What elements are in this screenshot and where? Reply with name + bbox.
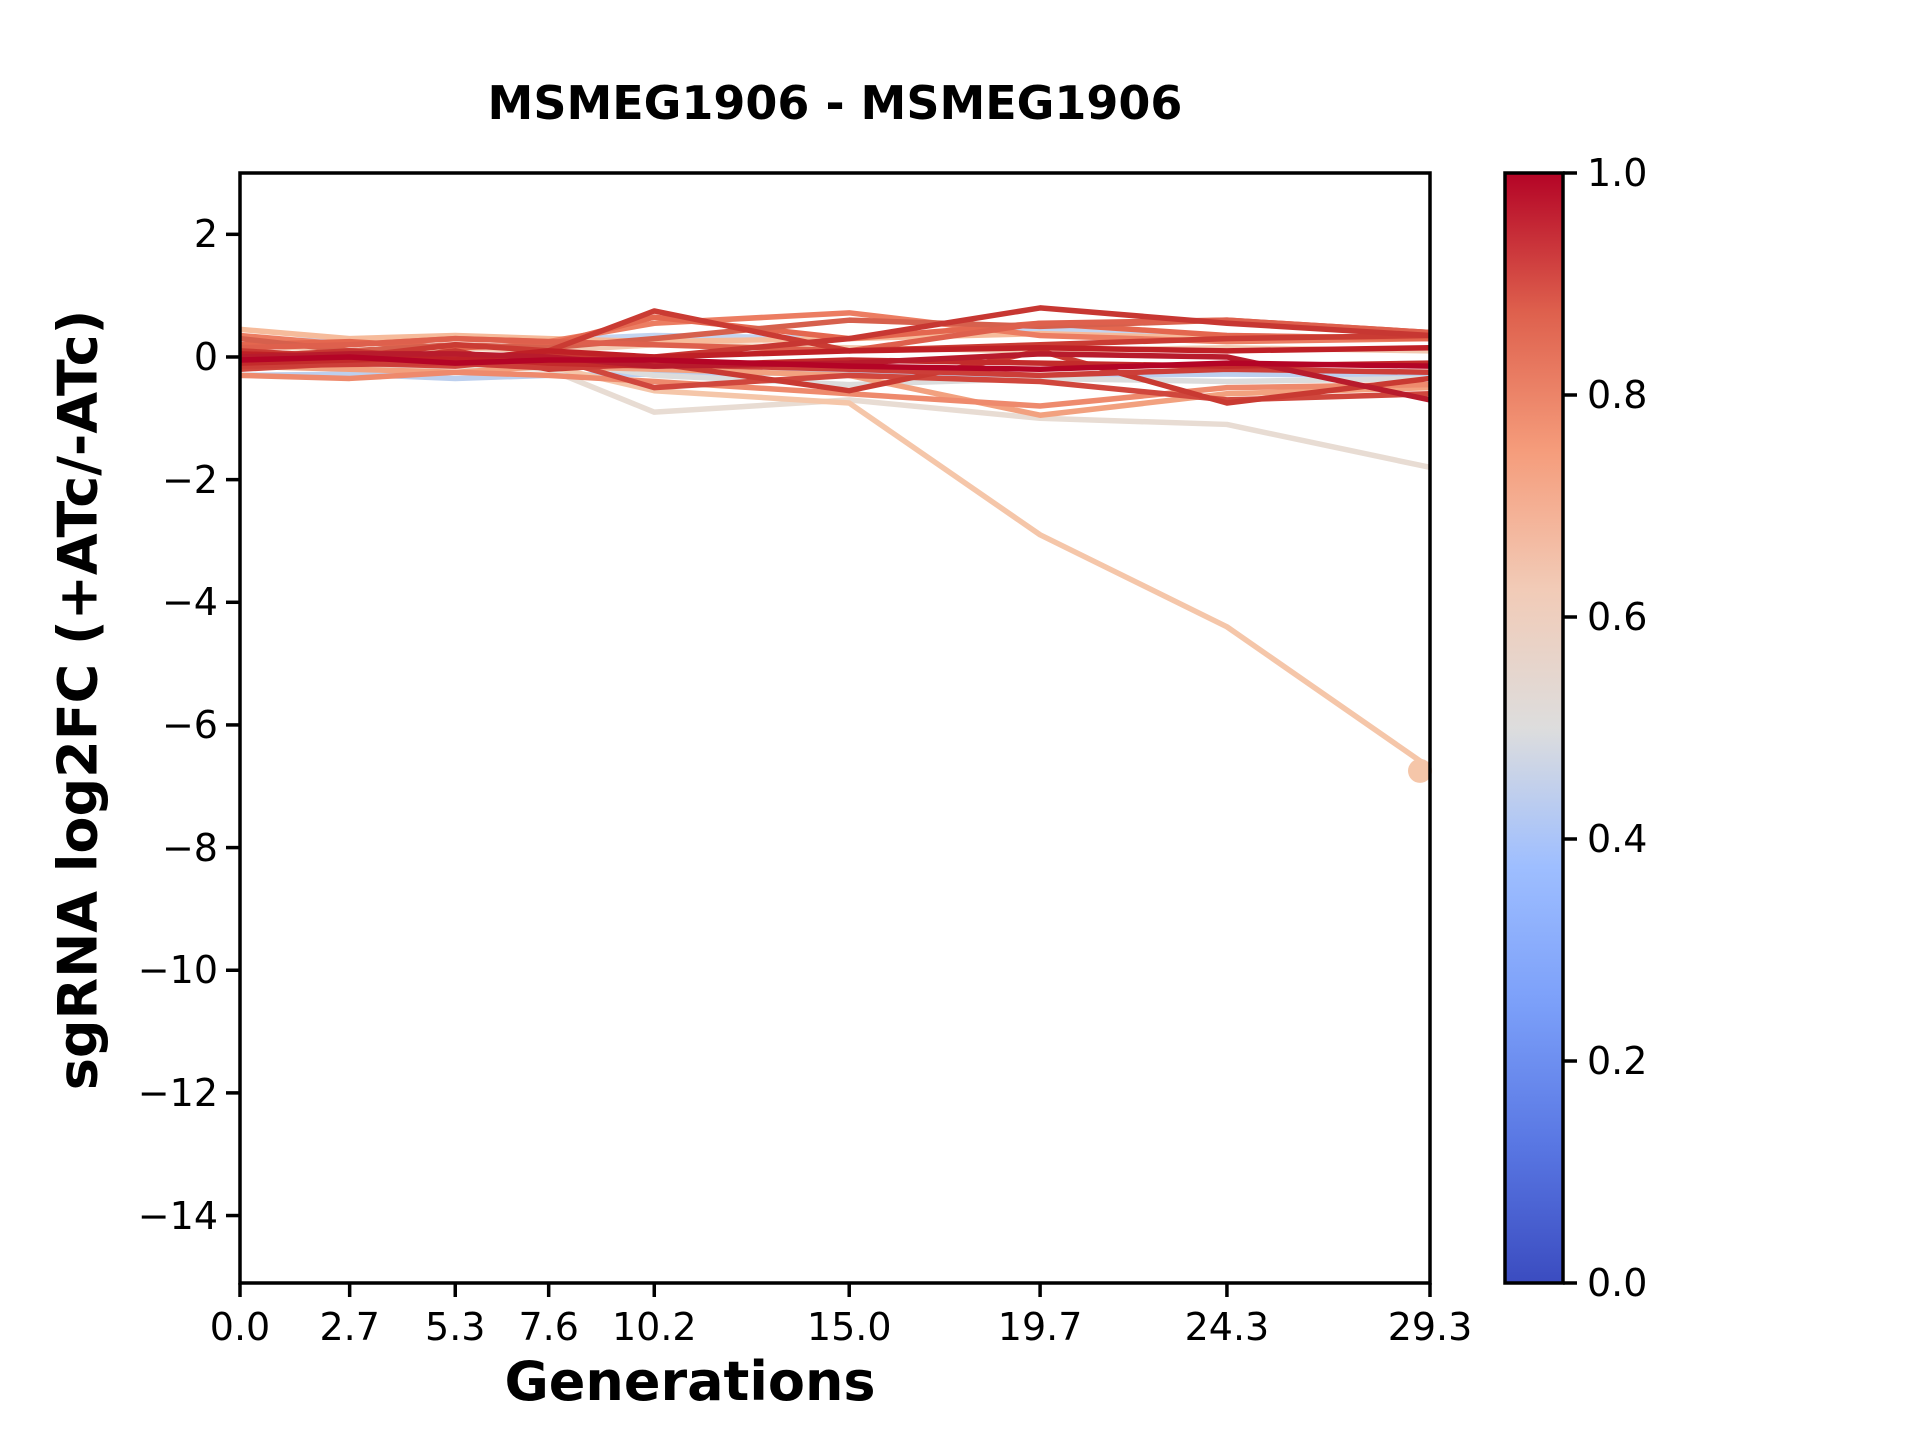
colorbar-outline: [1503, 171, 1565, 1285]
y-tick-label: −8: [161, 825, 218, 870]
colorbar-tick-label: 0.6: [1587, 595, 1648, 639]
y-tick-label: −14: [137, 1193, 218, 1238]
y-tick-label: −12: [137, 1070, 218, 1115]
series-line: [239, 351, 1431, 403]
x-tick-label: 7.6: [518, 1305, 579, 1349]
x-axis-label: Generations: [504, 1350, 876, 1413]
y-tick-label: −6: [161, 702, 218, 747]
axes-spines: [238, 171, 1432, 1285]
series-line: [239, 354, 1431, 372]
series-line: [239, 348, 1432, 771]
y-tick-label: −2: [161, 457, 218, 502]
x-tick-label: 29.3: [1387, 1305, 1473, 1349]
colorbar-tick-label: 0.0: [1587, 1261, 1648, 1305]
series-line: [239, 363, 1431, 418]
x-tick-label: 19.7: [997, 1305, 1083, 1349]
y-tick-label: 2: [193, 212, 218, 257]
y-tick-label: −4: [161, 580, 218, 625]
series-line: [239, 317, 1431, 354]
x-tick-label: 5.3: [425, 1305, 486, 1349]
colorbar-tick-label: 1.0: [1587, 151, 1648, 195]
colorbar-tick-label: 0.4: [1587, 817, 1648, 861]
page-title: MSMEG1906 - MSMEG1906: [487, 76, 1183, 130]
colorbar: [1505, 173, 1563, 1283]
y-tick-label: −10: [137, 948, 218, 993]
colorbar-tick-label: 0.8: [1587, 373, 1648, 417]
x-tick-label: 0.0: [209, 1305, 271, 1349]
x-tick-label: 24.3: [1184, 1305, 1270, 1349]
x-tick-label: 15.0: [806, 1305, 892, 1349]
series-endpoint-dot: [1408, 758, 1432, 783]
x-tick-label: 10.2: [611, 1305, 697, 1349]
colorbar-tick-label: 0.2: [1587, 1039, 1648, 1083]
x-tick-label: 2.7: [319, 1305, 380, 1349]
y-tick-label: 0: [193, 334, 218, 379]
